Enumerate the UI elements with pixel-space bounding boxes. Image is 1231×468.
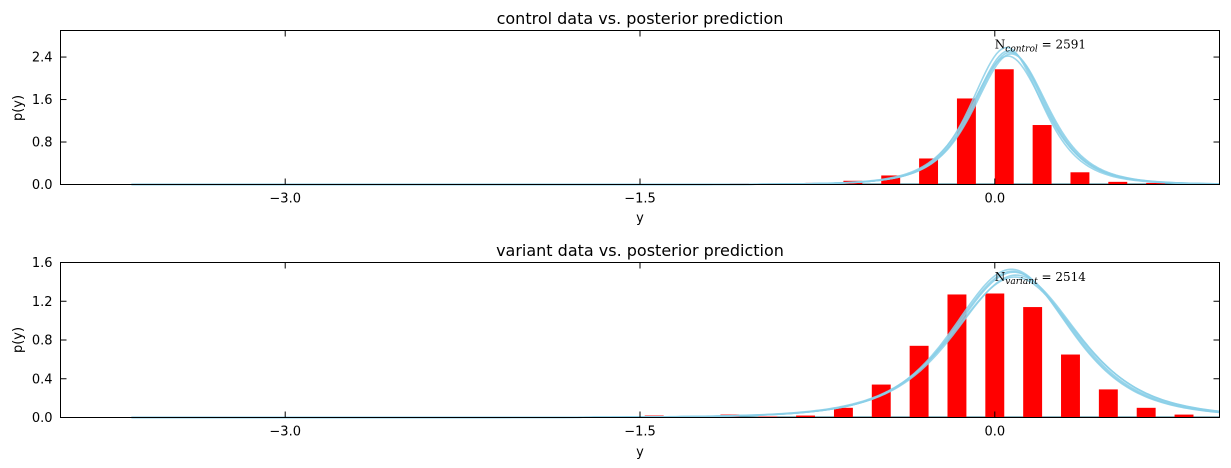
posterior-curve: [131, 274, 1220, 419]
annotation-count: = 2591: [1038, 38, 1086, 52]
histogram-bar: [833, 407, 853, 418]
histogram-bar: [796, 415, 816, 418]
posterior-curve: [131, 53, 1220, 186]
axes-frame: [60, 262, 1220, 418]
plot-area: [131, 46, 1220, 186]
sample-size-annotation: Ncontrol = 2591: [995, 38, 1086, 55]
posterior-curve: [131, 49, 1220, 186]
x-tick-label: 0.0: [984, 192, 1005, 207]
posterior-curve: [131, 276, 1220, 419]
histogram-bar: [1136, 407, 1156, 418]
annotation-main: N: [995, 38, 1006, 52]
annotation-count: = 2514: [1038, 270, 1087, 284]
x-tick-label: −1.5: [624, 425, 656, 440]
histogram-bar: [1070, 172, 1090, 185]
y-tick-label: 0.8: [32, 334, 53, 349]
histogram-bar: [1061, 354, 1080, 418]
y-tick-label: 0.8: [32, 136, 53, 151]
x-tick-label: −1.5: [624, 192, 656, 207]
histogram-bar: [1174, 414, 1194, 418]
histogram-bar: [919, 158, 939, 185]
histogram-bar: [947, 294, 967, 418]
y-tick-label: 0.4: [32, 372, 53, 387]
histogram-bar: [871, 384, 891, 418]
y-tick-label: 1.6: [32, 256, 53, 271]
histogram-bar: [1032, 125, 1052, 185]
annotation-main: N: [995, 270, 1006, 284]
y-tick-label: 1.6: [32, 93, 53, 108]
histogram-bar: [1098, 389, 1118, 418]
histogram-bar: [956, 98, 976, 185]
x-tick-label: −3.0: [269, 425, 301, 440]
y-axis-title: p(y): [11, 95, 26, 121]
control-panel: control data vs. posterior prediction p(…: [11, 9, 1220, 226]
posterior-curve: [131, 270, 1220, 419]
chart-title: variant data vs. posterior prediction: [496, 241, 784, 260]
histogram-bar: [1023, 307, 1043, 418]
x-tick-label: 0.0: [984, 425, 1005, 440]
histogram-bar: [985, 293, 1005, 418]
histogram-bar: [1146, 182, 1166, 185]
chart-title: control data vs. posterior prediction: [497, 9, 784, 28]
posterior-curve: [131, 268, 1220, 419]
y-tick-label: 0.0: [32, 411, 53, 426]
x-axis-title: y: [636, 211, 644, 226]
y-tick-label: 2.4: [32, 51, 53, 66]
variant-panel: variant data vs. posterior prediction p(…: [11, 241, 1220, 460]
histogram-bar: [994, 69, 1014, 185]
annotation-subscript: variant: [1005, 277, 1038, 287]
x-tick-label: −3.0: [269, 192, 301, 207]
sample-size-annotation: Nvariant = 2514: [995, 270, 1087, 287]
y-axis-title: p(y): [11, 327, 26, 353]
posterior-curve: [131, 55, 1220, 186]
y-tick-label: 0.0: [32, 178, 53, 193]
posterior-curve: [131, 46, 1220, 186]
posterior-curve: [131, 271, 1220, 419]
histogram-bar: [909, 345, 929, 418]
x-axis-title: y: [636, 445, 644, 460]
histogram-bar: [881, 175, 901, 185]
posterior-curve: [131, 51, 1220, 186]
y-tick-label: 1.2: [32, 295, 53, 310]
histogram-bar: [1108, 181, 1128, 185]
plot-area: [131, 268, 1220, 419]
annotation-subscript: control: [1005, 45, 1038, 55]
